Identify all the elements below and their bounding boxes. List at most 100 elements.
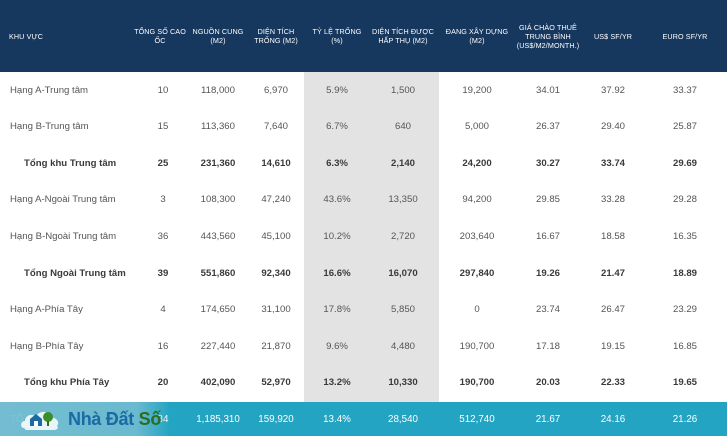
cell-building-count: 25: [157, 157, 169, 169]
cell-euro-sf-yr: 16.85: [672, 340, 697, 352]
cell-under-construction: 0: [474, 304, 480, 316]
cell-vacant-area: 7,640: [263, 121, 288, 133]
header-under-construction: ĐANG XÂY DỰNG (M2): [445, 27, 509, 45]
cell-usd-sf-yr: 19.15: [600, 340, 625, 352]
cell-avg-rent: 17.18: [535, 340, 560, 352]
cell-avg-rent: 20.03: [535, 377, 560, 389]
cell-vacancy-rate: 43.6%: [323, 194, 351, 206]
house-tree-cloud-icon: [21, 411, 59, 430]
cell-absorbed-area: 640: [394, 121, 411, 133]
cell-under-construction: 5,000: [464, 121, 489, 133]
cell-usd-sf-yr: 33.28: [600, 194, 625, 206]
cell-absorbed-area: 1,500: [390, 84, 415, 96]
cell-under-construction: 24,200: [462, 157, 492, 169]
cell-euro-sf-yr: 16.35: [672, 230, 697, 242]
cell-absorbed-area: 2,720: [390, 230, 415, 242]
cell-under-construction: 203,640: [459, 230, 495, 242]
footer-avg-rent: 21.67: [535, 413, 561, 425]
cell-vacant-area: 21,870: [261, 340, 291, 352]
cell-euro-sf-yr: 33.37: [672, 84, 697, 96]
table-row: Hạng B-Trung tâm 15 113,360 7,640 6.7% 640 5,0…: [0, 109, 727, 145]
cell-euro-sf-yr: 23.29: [672, 304, 697, 316]
header-euro-sf-yr: EURO SF/YR: [662, 31, 708, 41]
logo-brand: Nhà Đất: [68, 408, 134, 429]
footer-absorbed-area: 28,540: [388, 413, 418, 425]
cell-under-construction: 190,700: [459, 377, 495, 389]
cell-usd-sf-yr: 18.58: [600, 230, 625, 242]
cell-region: Hạng A-Trung tâm: [10, 84, 89, 96]
header-vacant-area: DIỆN TÍCH TRỐNG (M2): [254, 27, 298, 45]
cell-absorbed-area: 16,070: [388, 267, 418, 279]
cell-usd-sf-yr: 22.33: [600, 377, 625, 389]
cell-vacancy-rate: 16.6%: [323, 267, 351, 279]
cell-absorbed-area: 4,480: [390, 340, 415, 352]
header-absorbed-area: DIỆN TÍCH ĐƯỢC HẤP THỤ (M2): [372, 27, 434, 45]
cell-building-count: 3: [160, 194, 166, 206]
cell-absorbed-area: 2,140: [390, 157, 415, 169]
footer-vacancy-rate: 13.4%: [323, 413, 351, 425]
cell-vacant-area: 47,240: [261, 194, 291, 206]
cell-usd-sf-yr: 21.47: [600, 267, 625, 279]
cell-supply: 402,090: [200, 377, 236, 389]
header-supply: NGUỒN CUNG (M2): [192, 27, 244, 45]
footer-supply: 1,185,310: [196, 413, 240, 425]
table-row: Hạng B-Phía Tây 16 227,440 21,870 9.6% 4,480 1…: [0, 328, 727, 364]
cell-vacant-area: 6,970: [263, 84, 288, 96]
cell-vacant-area: 52,970: [261, 377, 291, 389]
header-region: KHU VỰC: [9, 31, 43, 41]
cell-building-count: 15: [157, 121, 169, 133]
cell-region: Hạng B-Trung tâm: [10, 121, 89, 133]
header-avg-rent: GIÁ CHÀO THUÊ TRUNG BÌNH (US$/M2/MONTH.): [516, 22, 580, 50]
cell-avg-rent: 30.27: [535, 157, 560, 169]
table-header: KHU VỰC TỔNG SỐ CAO ỐC NGUỒN CUNG (M2) D…: [0, 0, 727, 72]
cell-euro-sf-yr: 18.89: [672, 267, 697, 279]
cell-usd-sf-yr: 29.40: [600, 121, 625, 133]
cell-region: Hạng B-Phía Tây: [10, 340, 84, 352]
table-row: Hạng A-Ngoài Trung tâm 3 108,300 47,240 43.6…: [0, 182, 727, 218]
cell-vacancy-rate: 5.9%: [326, 84, 348, 96]
cell-supply: 443,560: [200, 230, 236, 242]
logo-wordmark: Nhà Đất Số: [68, 409, 161, 430]
footer-vacant-area: 159,920: [258, 413, 294, 425]
cell-avg-rent: 16.67: [535, 230, 560, 242]
cell-building-count: 36: [157, 230, 169, 242]
cell-vacant-area: 92,340: [261, 267, 291, 279]
cell-under-construction: 297,840: [459, 267, 495, 279]
cell-building-count: 4: [160, 304, 166, 316]
cell-supply: 551,860: [200, 267, 236, 279]
footer-euro-sf-yr: 21.26: [672, 413, 698, 425]
cell-region: Tổng khu Phía Tây: [24, 377, 110, 389]
cell-vacancy-rate: 6.7%: [326, 121, 348, 133]
cell-region: Hạng A-Ngoài Trung tâm: [10, 194, 116, 206]
cell-absorbed-area: 13,350: [388, 194, 418, 206]
footer-under-construction: 512,740: [459, 413, 495, 425]
table-row: Hạng A-Trung tâm 10 118,000 6,970 5.9% 1,500 1…: [0, 72, 727, 108]
cell-supply: 227,440: [200, 340, 236, 352]
cell-euro-sf-yr: 25.87: [672, 121, 697, 133]
cell-usd-sf-yr: 37.92: [600, 84, 625, 96]
cell-supply: 174,650: [200, 304, 236, 316]
table-row: Hạng B-Ngoài Trung tâm 36 443,560 45,100 10.…: [0, 218, 727, 254]
cell-region: Tổng Ngoài Trung tâm: [24, 267, 126, 279]
cell-region: Hạng A-Phía Tây: [10, 304, 83, 316]
table-subtotal-row: Tổng Ngoài Trung tâm 39 551,860 92,340 16.6%…: [0, 255, 727, 291]
cell-avg-rent: 26.37: [535, 121, 560, 133]
cell-vacancy-rate: 13.2%: [323, 377, 351, 389]
cell-under-construction: 19,200: [462, 84, 492, 96]
cell-euro-sf-yr: 19.65: [672, 377, 697, 389]
cell-building-count: 10: [157, 84, 169, 96]
cell-supply: 118,000: [201, 84, 235, 96]
cell-vacant-area: 14,610: [261, 157, 291, 169]
cell-vacancy-rate: 17.8%: [323, 304, 351, 316]
cell-avg-rent: 23.74: [535, 304, 560, 316]
cell-under-construction: 94,200: [462, 194, 492, 206]
cell-vacancy-rate: 10.2%: [323, 230, 351, 242]
cell-supply: 113,360: [201, 121, 235, 133]
cell-region: Tổng khu Trung tâm: [24, 157, 117, 169]
cell-building-count: 39: [157, 267, 169, 279]
cell-vacancy-rate: 9.6%: [326, 340, 348, 352]
cell-supply: 108,300: [200, 194, 236, 206]
header-vacancy-rate: TỶ LỆ TRỐNG (%): [312, 27, 362, 45]
footer-usd-sf-yr: 24.16: [600, 413, 626, 425]
